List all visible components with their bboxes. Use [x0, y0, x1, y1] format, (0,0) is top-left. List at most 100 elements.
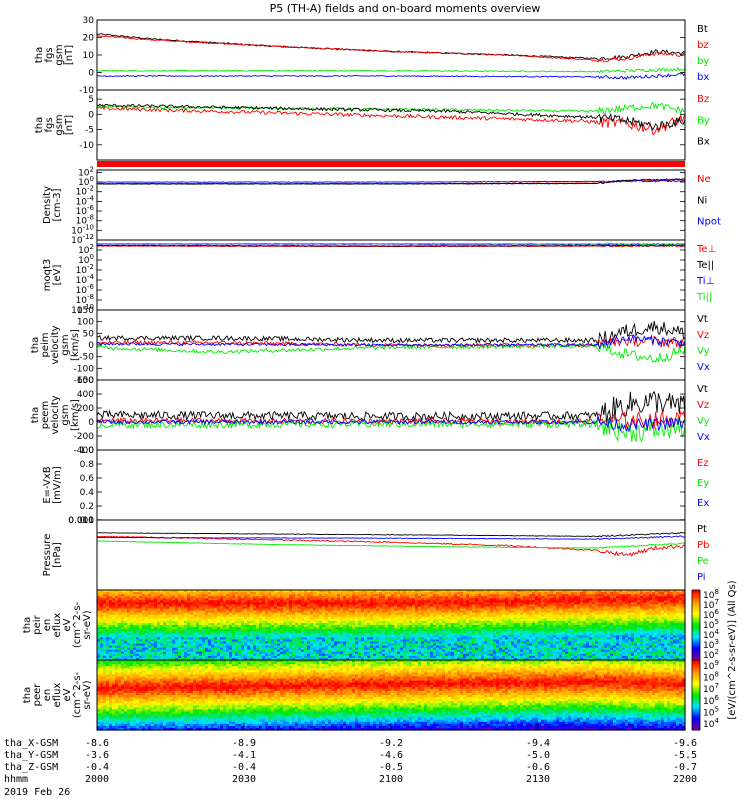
spectrogram-cell — [385, 602, 389, 606]
spectrogram-cell — [334, 610, 338, 614]
spectrogram-cell — [97, 651, 101, 655]
spectrogram-cell — [349, 610, 353, 614]
spectrogram-cell — [376, 635, 380, 638]
spectrogram-cell — [112, 614, 116, 618]
spectrogram-cell — [280, 614, 284, 618]
spectrogram-cell — [271, 625, 275, 628]
spectrogram-cell — [238, 600, 242, 603]
spectrogram-cell — [133, 653, 137, 657]
spectrogram-cell — [259, 620, 263, 624]
spectrogram-cell — [208, 625, 212, 628]
spectrogram-cell — [268, 616, 272, 620]
spectrogram-cell — [316, 602, 320, 606]
spectrogram-cell — [253, 598, 257, 601]
spectrogram-cell — [100, 606, 104, 610]
spectrogram-cell — [193, 610, 197, 614]
spectrogram-cell — [130, 598, 134, 601]
spectrogram-cell — [124, 635, 128, 638]
spectrogram-cell — [232, 625, 236, 628]
spectrogram-cell — [223, 608, 227, 612]
spectrogram-cell — [211, 635, 215, 638]
spectrogram-cell — [259, 627, 263, 630]
spectrogram-cell — [103, 618, 107, 622]
spectrogram-cell — [319, 612, 323, 616]
spectrogram-cell — [295, 612, 299, 616]
spectrogram-cell — [322, 616, 326, 620]
spectrogram-cell — [181, 592, 185, 595]
spectrogram-cell — [175, 622, 179, 626]
spectrogram-cell — [289, 651, 293, 655]
spectrogram-cell — [103, 637, 107, 641]
spectrogram-cell — [286, 608, 290, 612]
spectrogram-cell — [130, 643, 134, 647]
spectrogram-cell — [364, 625, 368, 628]
spectrogram-cell — [127, 639, 131, 643]
spectrogram-cell — [106, 627, 110, 630]
spectrogram-cell — [223, 610, 227, 614]
spectrogram-cell — [172, 633, 176, 636]
spectrogram-cell — [139, 620, 143, 624]
spectrogram-cell — [184, 625, 188, 628]
spectrogram-cell — [265, 614, 269, 618]
spectrogram-cell — [304, 590, 308, 593]
spectrogram-cell — [310, 594, 314, 597]
spectrogram-cell — [337, 592, 341, 595]
spectrogram-cell — [202, 637, 206, 641]
spectrogram-cell — [115, 645, 119, 649]
spectrogram-cell — [331, 631, 335, 634]
spectrogram-cell — [211, 639, 215, 643]
spectrogram-cell — [196, 618, 200, 622]
spectrogram-cell — [121, 612, 125, 616]
spectrogram-cell — [325, 592, 329, 595]
spectrogram-cell — [265, 604, 269, 608]
spectrogram-cell — [337, 637, 341, 641]
spectrogram-cell — [247, 596, 251, 599]
spectrogram-cell — [310, 610, 314, 614]
spectrogram-cell — [355, 637, 359, 641]
spectrogram-cell — [328, 643, 332, 647]
spectrogram-cell — [373, 635, 377, 638]
spectrogram-cell — [334, 614, 338, 618]
spectrogram-cell — [316, 633, 320, 636]
spectrogram-cell — [202, 657, 206, 661]
spectrogram-cell — [142, 622, 146, 626]
spectrogram-cell — [352, 651, 356, 655]
spectrogram-cell — [268, 629, 272, 632]
spectrogram-cell — [115, 614, 119, 618]
spectrogram-cell — [136, 618, 140, 622]
spectrogram-cell — [367, 641, 371, 645]
spectrogram-cell — [148, 631, 152, 634]
y-tick-label: -10 — [79, 86, 94, 96]
spectrogram-cell — [226, 633, 230, 636]
spectrogram-cell — [250, 608, 254, 612]
spectrogram-cell — [184, 629, 188, 632]
spectrogram-cell — [145, 649, 149, 653]
spectrogram-cell — [364, 649, 368, 653]
spectrogram-cell — [391, 590, 395, 593]
spectrogram-cell — [151, 627, 155, 630]
spectrogram-cell — [316, 596, 320, 599]
spectrogram-cell — [109, 639, 113, 643]
spectrogram-cell — [220, 610, 224, 614]
spectrogram-cell — [148, 629, 152, 632]
spectrogram-cell — [325, 618, 329, 622]
spectrogram-cell — [322, 627, 326, 630]
spectrogram-cell — [187, 612, 191, 616]
spectrogram-cell — [205, 612, 209, 616]
spectrogram-cell — [112, 635, 116, 638]
spectrogram-cell — [385, 625, 389, 628]
y-tick-label: 0 — [88, 418, 94, 428]
spectrogram-cell — [217, 647, 221, 651]
spectrogram-cell — [307, 612, 311, 616]
spectrogram-cell — [115, 643, 119, 647]
legend-entry: Vx — [697, 362, 710, 373]
spectrogram-cell — [385, 590, 389, 593]
spectrogram-cell — [226, 627, 230, 630]
spectrogram-cell — [313, 649, 317, 653]
spectrogram-cell — [115, 655, 119, 659]
spectrogram-cell — [289, 643, 293, 647]
spectrogram-cell — [349, 643, 353, 647]
spectrogram-cell — [241, 606, 245, 610]
spectrogram-cell — [328, 633, 332, 636]
spectrogram-cell — [385, 645, 389, 649]
